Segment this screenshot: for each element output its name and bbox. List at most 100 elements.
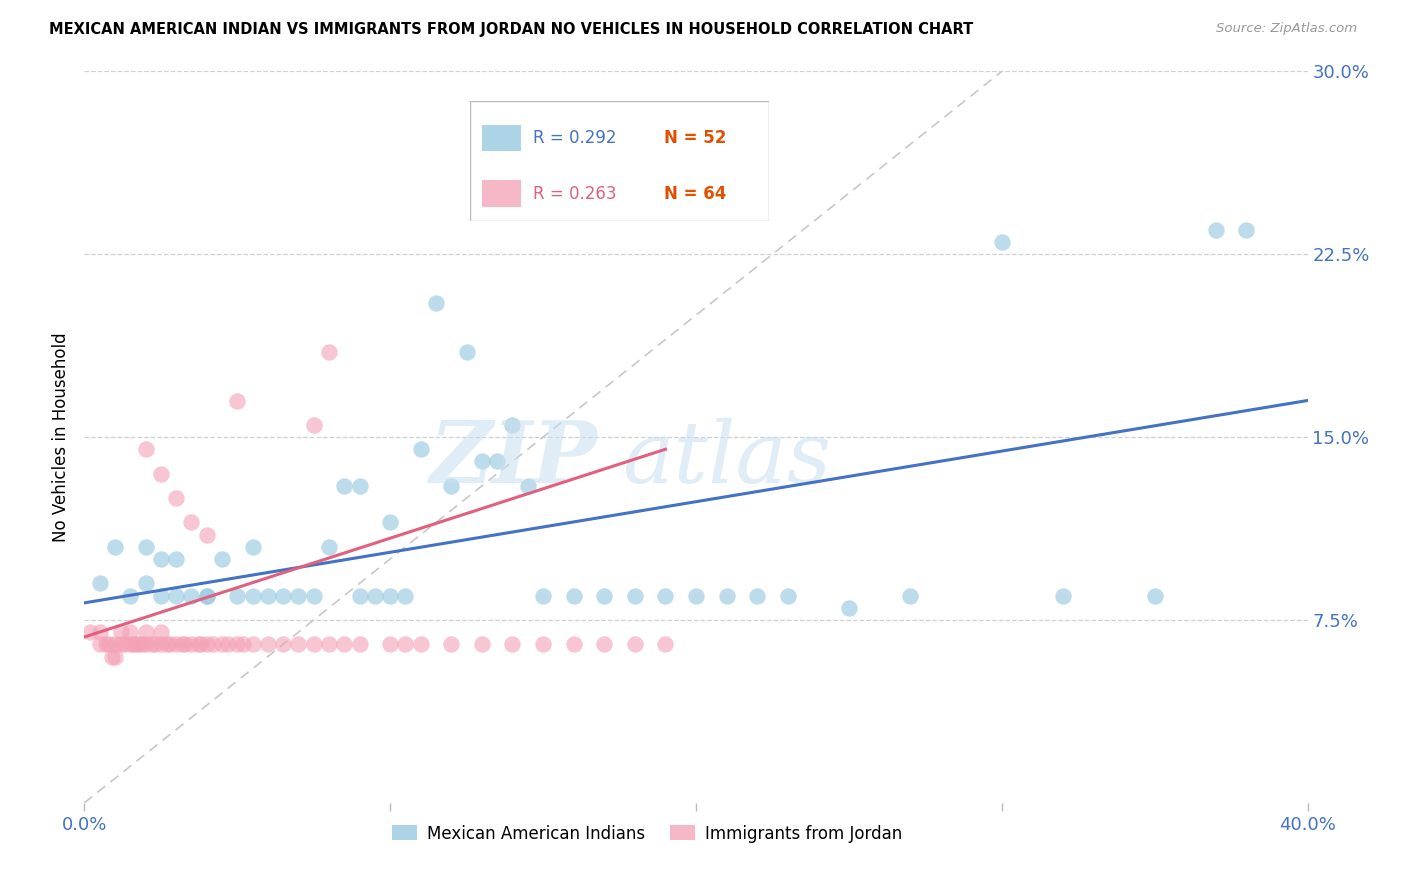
Point bbox=[333, 479, 356, 493]
Point bbox=[440, 479, 463, 493]
Point bbox=[149, 637, 172, 651]
Point bbox=[165, 552, 187, 566]
Point bbox=[593, 589, 616, 603]
Point bbox=[380, 589, 402, 603]
Point bbox=[89, 576, 111, 591]
Point bbox=[120, 589, 142, 603]
Point bbox=[104, 637, 127, 651]
Point bbox=[394, 589, 416, 603]
Point bbox=[165, 589, 187, 603]
Point bbox=[135, 540, 157, 554]
Point bbox=[211, 552, 233, 566]
Point bbox=[257, 637, 280, 651]
Point bbox=[104, 649, 127, 664]
Point bbox=[195, 527, 218, 541]
Point bbox=[201, 637, 224, 651]
Point bbox=[226, 589, 249, 603]
Point bbox=[110, 625, 132, 640]
Point bbox=[180, 516, 202, 530]
Point bbox=[257, 589, 280, 603]
Point bbox=[562, 589, 585, 603]
Point bbox=[242, 589, 264, 603]
Point bbox=[593, 637, 616, 651]
Point bbox=[195, 637, 218, 651]
Point bbox=[287, 589, 309, 603]
Point bbox=[287, 637, 309, 651]
Point bbox=[135, 442, 157, 457]
Point bbox=[486, 454, 509, 468]
Point bbox=[232, 637, 254, 651]
Point bbox=[172, 637, 194, 651]
Point bbox=[898, 589, 921, 603]
Point bbox=[471, 454, 494, 468]
Point bbox=[89, 637, 111, 651]
Text: ZIP: ZIP bbox=[430, 417, 598, 500]
Point bbox=[101, 649, 124, 664]
Point bbox=[516, 479, 538, 493]
Point bbox=[1143, 589, 1166, 603]
Point bbox=[190, 637, 212, 651]
Point bbox=[131, 637, 153, 651]
Point bbox=[1052, 589, 1074, 603]
Point bbox=[79, 625, 101, 640]
Point bbox=[135, 637, 157, 651]
Point bbox=[991, 235, 1014, 249]
Point bbox=[159, 637, 181, 651]
Point bbox=[271, 589, 294, 603]
Point bbox=[226, 637, 249, 651]
Point bbox=[271, 637, 294, 651]
Point bbox=[471, 637, 494, 651]
Point bbox=[242, 540, 264, 554]
Point bbox=[654, 637, 676, 651]
Point bbox=[149, 467, 172, 481]
Point bbox=[838, 600, 860, 615]
Point bbox=[349, 479, 371, 493]
Point bbox=[318, 344, 340, 359]
Point bbox=[128, 637, 150, 651]
Point bbox=[195, 589, 218, 603]
Point bbox=[531, 589, 554, 603]
Point bbox=[143, 637, 166, 651]
Point bbox=[1205, 223, 1227, 237]
Point bbox=[318, 540, 340, 554]
Point bbox=[180, 637, 202, 651]
Text: atlas: atlas bbox=[623, 417, 832, 500]
Point bbox=[364, 589, 387, 603]
Point bbox=[562, 637, 585, 651]
Point bbox=[120, 625, 142, 640]
Point bbox=[380, 637, 402, 651]
Point bbox=[302, 417, 325, 432]
Point bbox=[502, 417, 524, 432]
Point bbox=[349, 589, 371, 603]
Point bbox=[1236, 223, 1258, 237]
Text: MEXICAN AMERICAN INDIAN VS IMMIGRANTS FROM JORDAN NO VEHICLES IN HOUSEHOLD CORRE: MEXICAN AMERICAN INDIAN VS IMMIGRANTS FR… bbox=[49, 22, 973, 37]
Point bbox=[94, 637, 117, 651]
Point bbox=[333, 637, 356, 651]
Point bbox=[97, 637, 120, 651]
Point bbox=[440, 637, 463, 651]
Point bbox=[226, 393, 249, 408]
Point bbox=[149, 552, 172, 566]
Point bbox=[135, 576, 157, 591]
Point bbox=[89, 625, 111, 640]
Point bbox=[531, 637, 554, 651]
Point bbox=[141, 637, 163, 651]
Point bbox=[104, 540, 127, 554]
Point bbox=[409, 442, 432, 457]
Point bbox=[380, 516, 402, 530]
Point bbox=[776, 589, 799, 603]
Point bbox=[685, 589, 707, 603]
Point bbox=[318, 637, 340, 651]
Point bbox=[122, 637, 145, 651]
Point bbox=[174, 637, 197, 651]
Point bbox=[156, 637, 179, 651]
Point bbox=[195, 589, 218, 603]
Point bbox=[180, 589, 202, 603]
Point bbox=[716, 589, 738, 603]
Point bbox=[624, 637, 647, 651]
Point bbox=[149, 625, 172, 640]
Point bbox=[120, 637, 142, 651]
Point bbox=[302, 589, 325, 603]
Point bbox=[217, 637, 239, 651]
Point bbox=[624, 589, 647, 603]
